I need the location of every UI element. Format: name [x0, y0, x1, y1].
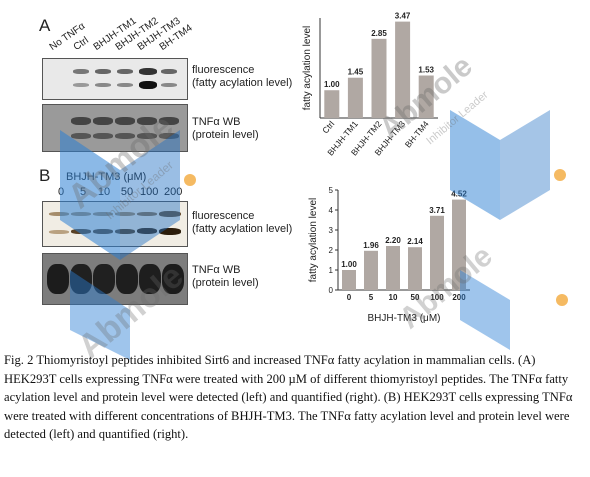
x-axis-label: BHJH-TM3 (μM)	[368, 313, 441, 324]
category-label: 50	[411, 293, 420, 302]
bar-value-label: 2.14	[407, 237, 423, 246]
panel-b-western-blot	[42, 253, 188, 305]
bar-value-label: 1.00	[324, 80, 340, 89]
y-axis-label: fatty acylation level	[302, 26, 313, 111]
figure-caption: Fig. 2 Thiomyristoyl peptides inhibited …	[4, 353, 573, 441]
panel-a-bar-chart: fatty acylation level 1.00Ctrl1.45BHJH-TM…	[302, 12, 438, 157]
y-tick-label: 3	[329, 226, 334, 235]
bar	[364, 250, 378, 290]
bar	[430, 215, 444, 290]
bar	[386, 246, 400, 290]
bar-value-label: 2.85	[371, 29, 387, 38]
category-label: 100	[430, 293, 444, 302]
category-label: 10	[389, 293, 398, 302]
y-axis-label: fatty acylation level	[308, 198, 319, 283]
y-tick-label: 5	[329, 186, 334, 195]
bar-value-label: 4.52	[451, 190, 467, 199]
bar-value-label: 1.53	[418, 66, 434, 75]
bar	[324, 90, 340, 118]
y-tick-label: 2	[329, 246, 334, 255]
bar-value-label: 1.00	[341, 260, 357, 269]
panel-b-letter: B	[39, 166, 51, 185]
bar-value-label: 3.71	[429, 206, 445, 215]
panel-b-fluorescence-blot	[42, 201, 188, 247]
bar	[408, 247, 422, 290]
bar	[418, 75, 434, 118]
y-tick-label: 1	[329, 266, 334, 275]
bar	[452, 199, 466, 290]
panel-b-concentration-label: 0	[57, 186, 65, 198]
panel-b-western-caption: TNFα WB (protein level)	[192, 264, 259, 289]
bar-value-label: 3.47	[395, 12, 411, 21]
bar	[395, 21, 411, 118]
panel-a-western-caption: TNFα WB (protein level)	[192, 116, 259, 141]
y-tick-label: 0	[329, 286, 334, 295]
panel-a-western-blot	[42, 104, 188, 152]
y-tick-label: 4	[329, 206, 334, 215]
panel-b-concentration-label: 5	[79, 186, 87, 198]
bar	[342, 270, 356, 290]
bar-value-label: 1.96	[363, 241, 379, 250]
panel-b-concentration-label: 10	[97, 186, 111, 198]
panel-a-fluorescence-blot	[42, 58, 188, 100]
panel-b-concentration-label: 200	[164, 186, 183, 198]
category-label: BH-TM4	[403, 119, 431, 150]
panel-a-fluorescence-caption: fluorescence (fatty acylation level)	[192, 64, 293, 89]
category-label: 5	[369, 293, 374, 302]
category-label: 0	[347, 293, 352, 302]
bar-value-label: 1.45	[348, 68, 364, 77]
bar-value-label: 2.20	[385, 236, 401, 245]
panel-a-letter: A	[39, 16, 51, 35]
panel-b-concentration-label: 50	[120, 186, 134, 198]
panel-b-bar-chart: fatty acylation level 0 1 2 3 4 5 1.00 0 1.96 5 2.2…	[308, 186, 470, 324]
category-label: Ctrl	[320, 119, 336, 136]
panel-b-fluorescence-caption: fluorescence (fatty acylation level)	[192, 210, 293, 235]
bar	[347, 77, 363, 118]
bar	[371, 38, 387, 119]
category-label: 200	[452, 293, 466, 302]
panel-b-concentration-label: 100	[140, 186, 159, 198]
panel-b-treatment-label: BHJH-TM3 (μM)	[66, 171, 147, 183]
